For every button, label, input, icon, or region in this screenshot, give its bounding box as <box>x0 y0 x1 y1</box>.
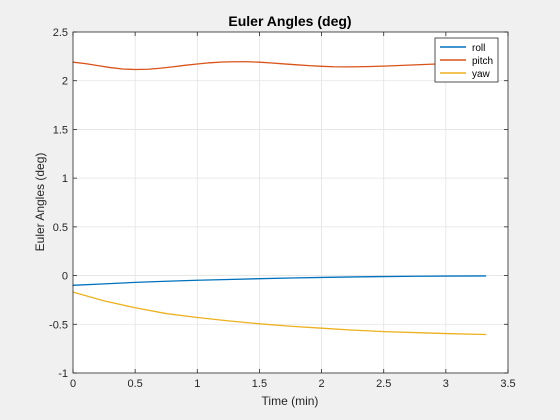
ticks <box>72 31 509 374</box>
x-axis-label: Time (min) <box>262 394 319 408</box>
legend-label-roll: roll <box>472 43 485 54</box>
x-tick-label: 1.5 <box>252 378 267 390</box>
y-tick-label: -1 <box>58 368 68 380</box>
y-tick-label: 1 <box>62 173 68 185</box>
series-lines <box>72 61 487 336</box>
y-tick-label: -0.5 <box>49 319 68 331</box>
y-axis-label: Euler Angles (deg) <box>33 153 47 252</box>
x-tick-label: 3.5 <box>500 378 515 390</box>
x-tick-labels: 0 0.5 1 1.5 2 2.5 3 3.5 <box>70 378 516 390</box>
chart-title: Euler Angles (deg) <box>228 13 351 29</box>
y-tick-label: 2 <box>62 76 68 88</box>
x-tick-label: 2.5 <box>376 378 391 390</box>
y-tick-labels: -1 -0.5 0 0.5 1 1.5 2 2.5 <box>49 27 68 380</box>
grid-lines <box>73 32 508 373</box>
y-tick-label: 0.5 <box>53 222 68 234</box>
plot-area <box>73 32 508 373</box>
series-line-pitch <box>72 61 487 71</box>
y-tick-label: 0 <box>62 271 68 283</box>
x-tick-label: 0 <box>70 378 76 390</box>
x-tick-label: 3 <box>443 378 449 390</box>
y-tick-label: 2.5 <box>53 27 68 39</box>
y-tick-label: 1.5 <box>53 124 68 136</box>
series-line-yaw <box>72 291 487 336</box>
legend-label-yaw: yaw <box>472 69 491 80</box>
x-tick-label: 0.5 <box>127 378 142 390</box>
plot-frame <box>72 31 509 374</box>
x-tick-label: 1 <box>194 378 200 390</box>
legend-label-pitch: pitch <box>472 56 493 67</box>
series-line-roll <box>72 275 487 286</box>
x-tick-label: 2 <box>319 378 325 390</box>
legend: roll pitch yaw <box>434 37 499 83</box>
